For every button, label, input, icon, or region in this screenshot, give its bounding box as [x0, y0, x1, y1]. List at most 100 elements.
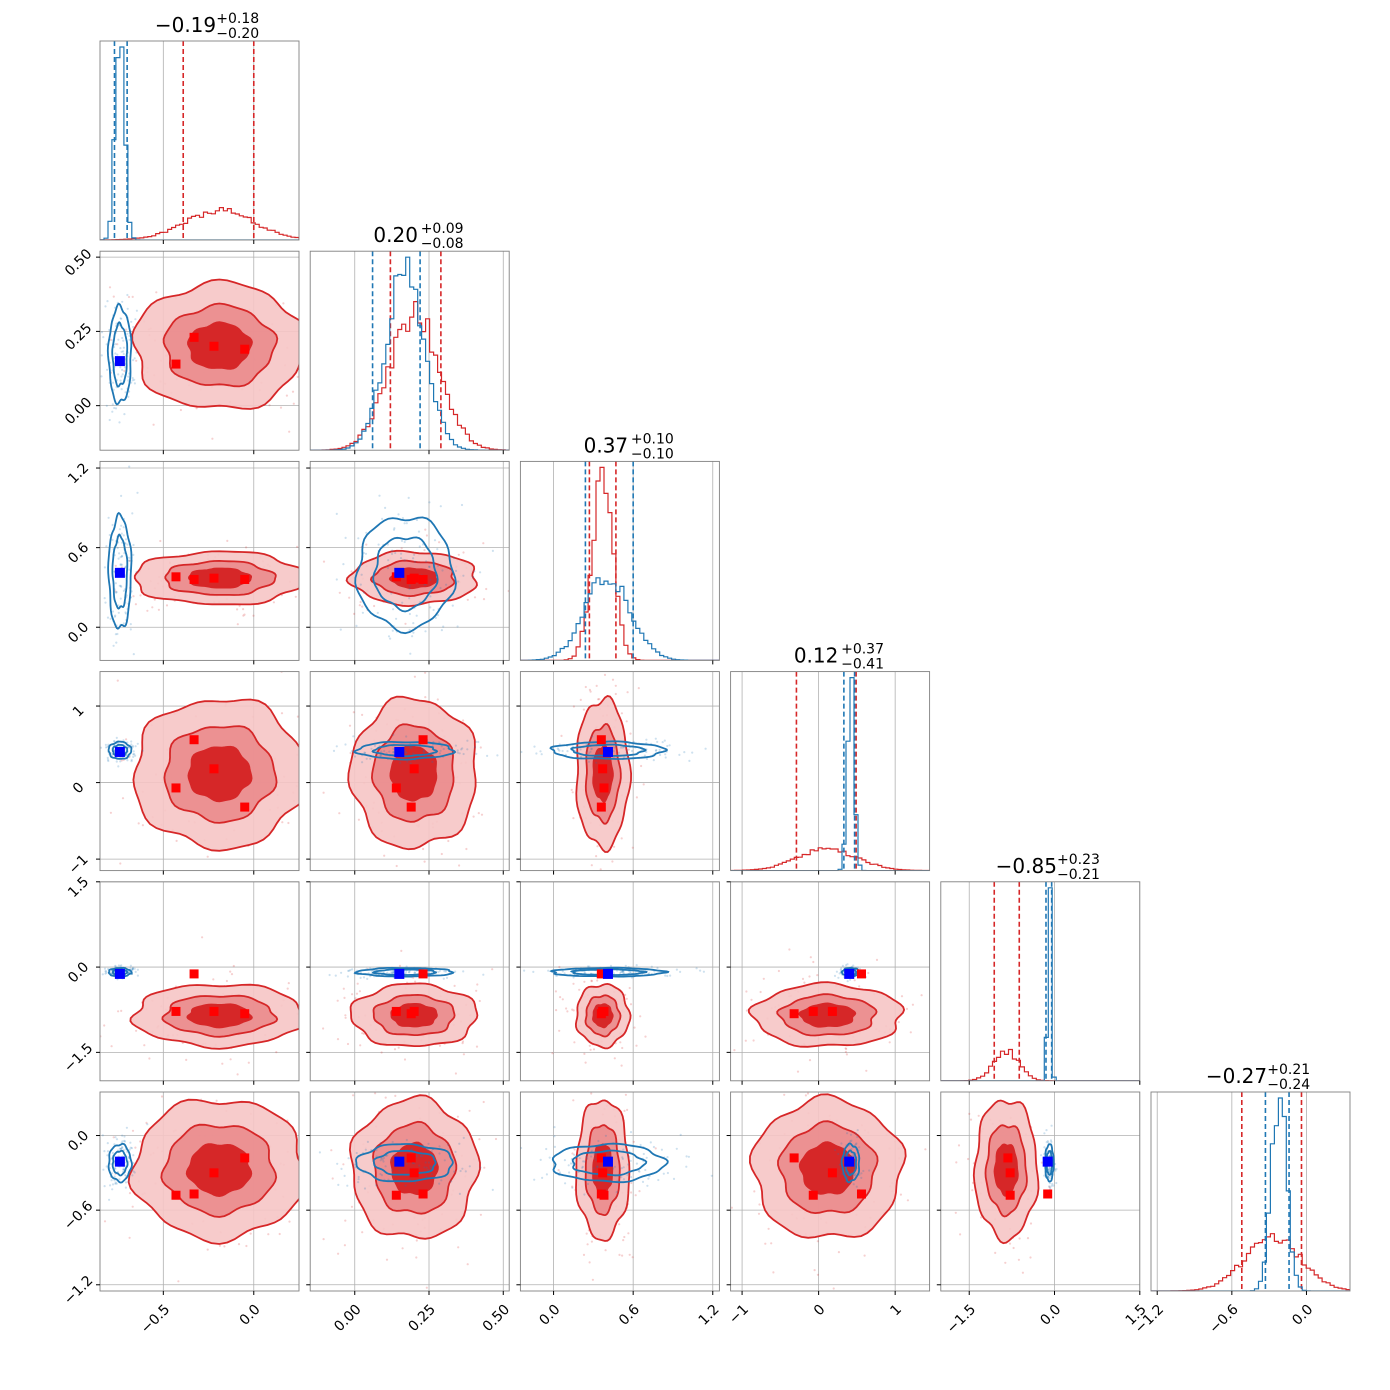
- sample-point: [116, 737, 118, 739]
- sample-point: [591, 1241, 593, 1243]
- sample-point: [159, 884, 161, 886]
- sample-point: [120, 317, 122, 319]
- sample-point: [378, 495, 380, 497]
- sample-point: [612, 1167, 614, 1169]
- sample-point: [586, 750, 588, 752]
- sample-point: [678, 754, 680, 756]
- sample-point: [132, 756, 134, 758]
- sample-point: [758, 1213, 760, 1215]
- sample-point: [591, 980, 593, 982]
- sample-point: [864, 1255, 866, 1257]
- sample-point: [659, 754, 661, 756]
- sample-point: [135, 603, 137, 605]
- sample-point: [411, 635, 413, 637]
- sample-point: [529, 736, 531, 738]
- blue-marker: [394, 969, 404, 979]
- sample-point: [348, 597, 350, 599]
- title-upper-error: +0.23: [1057, 852, 1100, 868]
- sample-point: [587, 1183, 589, 1185]
- y-tick-label: 0.00: [62, 395, 95, 428]
- sample-point: [629, 1254, 631, 1256]
- red-marker: [828, 1168, 837, 1177]
- sample-point: [630, 1182, 632, 1184]
- sample-point: [125, 738, 127, 740]
- sample-point: [211, 438, 213, 440]
- sample-point: [159, 540, 161, 542]
- red-marker: [240, 1153, 249, 1162]
- sample-point: [195, 1089, 197, 1091]
- sample-point: [323, 792, 325, 794]
- y-tick-label: 0.0: [65, 1128, 92, 1155]
- y-tick-label: 0.50: [62, 246, 95, 279]
- red-marker: [190, 575, 199, 584]
- sample-point: [440, 505, 442, 507]
- sample-point: [358, 1176, 360, 1178]
- sample-point: [123, 353, 125, 355]
- sample-point: [107, 1142, 109, 1144]
- sample-point: [366, 758, 368, 760]
- panel-title: −0.85: [996, 854, 1057, 878]
- red-marker: [809, 1007, 818, 1016]
- sample-point: [636, 964, 638, 966]
- sample-point: [375, 1184, 377, 1186]
- sample-point: [458, 1143, 460, 1145]
- sample-point: [476, 983, 478, 985]
- sample-point: [772, 1271, 774, 1273]
- sample-point: [0, 1184, 1, 1186]
- sample-point: [846, 1053, 848, 1055]
- sample-point: [619, 1041, 621, 1043]
- sample-point: [392, 734, 394, 736]
- blue-marker: [394, 1157, 404, 1167]
- sample-point: [802, 978, 804, 980]
- sample-point: [345, 537, 347, 539]
- sample-point: [573, 1154, 575, 1156]
- sample-point: [850, 1134, 852, 1136]
- sample-point: [104, 1220, 106, 1222]
- sample-point: [135, 571, 137, 573]
- sample-point: [478, 812, 480, 814]
- sample-point: [439, 752, 441, 754]
- sample-point: [588, 966, 590, 968]
- sample-point: [117, 339, 119, 341]
- sample-point: [688, 1156, 690, 1158]
- sample-point: [363, 976, 365, 978]
- sample-point: [587, 1243, 589, 1245]
- sample-point: [1040, 1154, 1042, 1156]
- sample-point: [622, 1149, 624, 1151]
- sample-point: [338, 795, 340, 797]
- sample-point: [250, 1233, 252, 1235]
- sample-point: [307, 765, 309, 767]
- sample-point: [959, 1233, 961, 1235]
- sample-point: [1048, 1185, 1050, 1187]
- red-marker: [392, 1191, 401, 1200]
- sample-point: [467, 1263, 469, 1265]
- sample-point: [113, 645, 115, 647]
- sample-point: [389, 638, 391, 640]
- sample-point: [664, 740, 666, 742]
- sample-point: [106, 300, 108, 302]
- sample-point: [379, 1173, 381, 1175]
- title-lower-error: −0.20: [216, 26, 259, 42]
- sample-point: [412, 557, 414, 559]
- sample-point: [391, 325, 393, 327]
- panel-1-1: 0.20 +0.09−0.08: [310, 221, 509, 454]
- sample-point: [669, 975, 671, 977]
- sample-point: [120, 564, 122, 566]
- sample-point: [631, 750, 633, 752]
- sample-point: [317, 581, 319, 583]
- sample-point: [1051, 1125, 1053, 1127]
- sample-point: [106, 405, 108, 407]
- sample-point: [344, 1220, 346, 1222]
- sample-point: [115, 642, 117, 644]
- sample-point: [405, 735, 407, 737]
- sample-point: [342, 563, 344, 565]
- sample-point: [344, 1244, 346, 1246]
- sample-point: [146, 1123, 148, 1125]
- sample-point: [342, 1163, 344, 1165]
- sample-point: [122, 1168, 124, 1170]
- title-upper-error: +0.10: [631, 431, 674, 447]
- sample-point: [655, 1147, 657, 1149]
- sample-point: [868, 1169, 870, 1171]
- sample-point: [533, 1179, 535, 1181]
- sample-point: [593, 1167, 595, 1169]
